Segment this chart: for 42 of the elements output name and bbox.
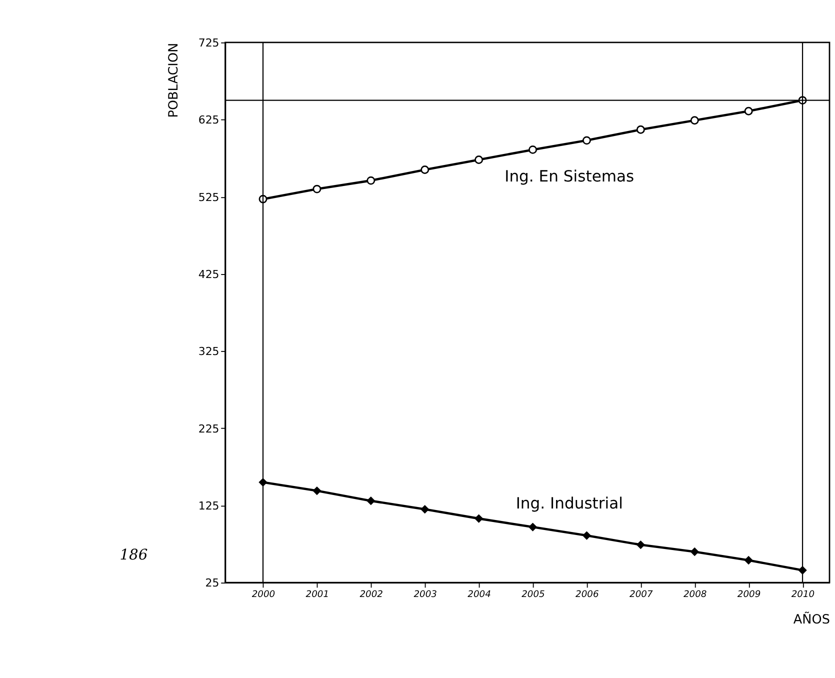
y-tick-label: 725 [198, 36, 220, 50]
series-label: Ing. Industrial [516, 494, 623, 513]
point [744, 556, 753, 565]
x-tick-label: 2005 [522, 590, 546, 600]
x-tick-label: 2010 [791, 590, 815, 600]
x-tick-label: 2006 [576, 590, 599, 600]
y-tick-label: 325 [198, 345, 220, 358]
x-tick-label: 2000 [252, 590, 276, 600]
x-tick-label: 2009 [737, 590, 761, 600]
series-label: Ing. En Sistemas [504, 168, 634, 186]
point [366, 496, 376, 506]
point [420, 166, 430, 174]
text: 186 [120, 546, 148, 564]
point [744, 106, 753, 116]
point [636, 540, 646, 550]
point [690, 116, 699, 125]
y-tick-label: 525 [198, 190, 220, 204]
x-tick-label: 2001 [306, 590, 330, 600]
x-tick-label: 2002 [360, 590, 384, 600]
point [312, 486, 322, 496]
point [420, 504, 430, 514]
point [528, 145, 537, 154]
x-axis-title: AÑOS [793, 611, 830, 628]
y-axis-title: POBLACION [166, 42, 182, 118]
point [366, 176, 376, 185]
x-tick-label: 2003 [414, 590, 438, 600]
y-tick-label: 625 [198, 114, 220, 127]
point [474, 155, 484, 164]
x-tick-label: 2004 [468, 590, 492, 600]
x-tick-label: 2007 [629, 590, 653, 600]
y-tick-label: 425 [198, 268, 220, 282]
point [636, 125, 645, 134]
point [582, 531, 592, 540]
y-tick-label: 125 [198, 500, 220, 513]
y-tick-label: 25 [205, 576, 220, 590]
y-tick-label: 225 [198, 422, 220, 436]
point [312, 184, 322, 194]
point [474, 514, 484, 523]
point [582, 136, 591, 145]
point [690, 547, 699, 556]
x-tick-label: 2008 [683, 590, 707, 600]
point [528, 522, 538, 532]
